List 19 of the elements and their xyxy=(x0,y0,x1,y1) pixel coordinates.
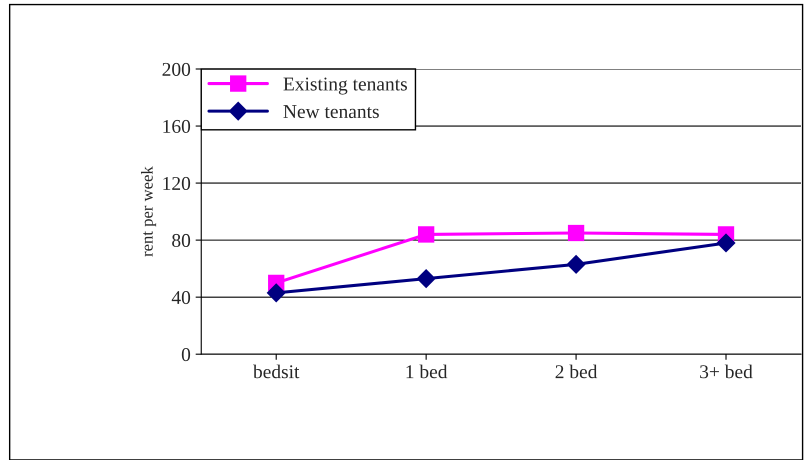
y-tick-label: 0 xyxy=(182,348,190,362)
y-tick-label: 160 xyxy=(163,120,190,133)
point xyxy=(416,269,436,288)
legend-label: Existing tenants xyxy=(283,78,407,95)
point xyxy=(418,226,434,243)
x-tick-label: 2 bed xyxy=(556,364,598,378)
y-tick-label: 80 xyxy=(172,234,190,248)
x-tick-label: 1 bed xyxy=(406,364,448,378)
x-tick-label: 3+ bed xyxy=(700,364,753,378)
y-tick-label: 200 xyxy=(162,62,190,76)
y-tick-label: 120 xyxy=(163,176,190,190)
point xyxy=(716,234,736,252)
y-tick-label: 40 xyxy=(172,290,190,304)
x-tick-label: bedsit xyxy=(252,364,300,378)
legend-label: New tenants xyxy=(283,105,379,118)
point xyxy=(566,255,586,274)
point xyxy=(266,284,286,302)
y-axis-title: rent per week xyxy=(140,166,156,257)
point xyxy=(568,224,584,242)
